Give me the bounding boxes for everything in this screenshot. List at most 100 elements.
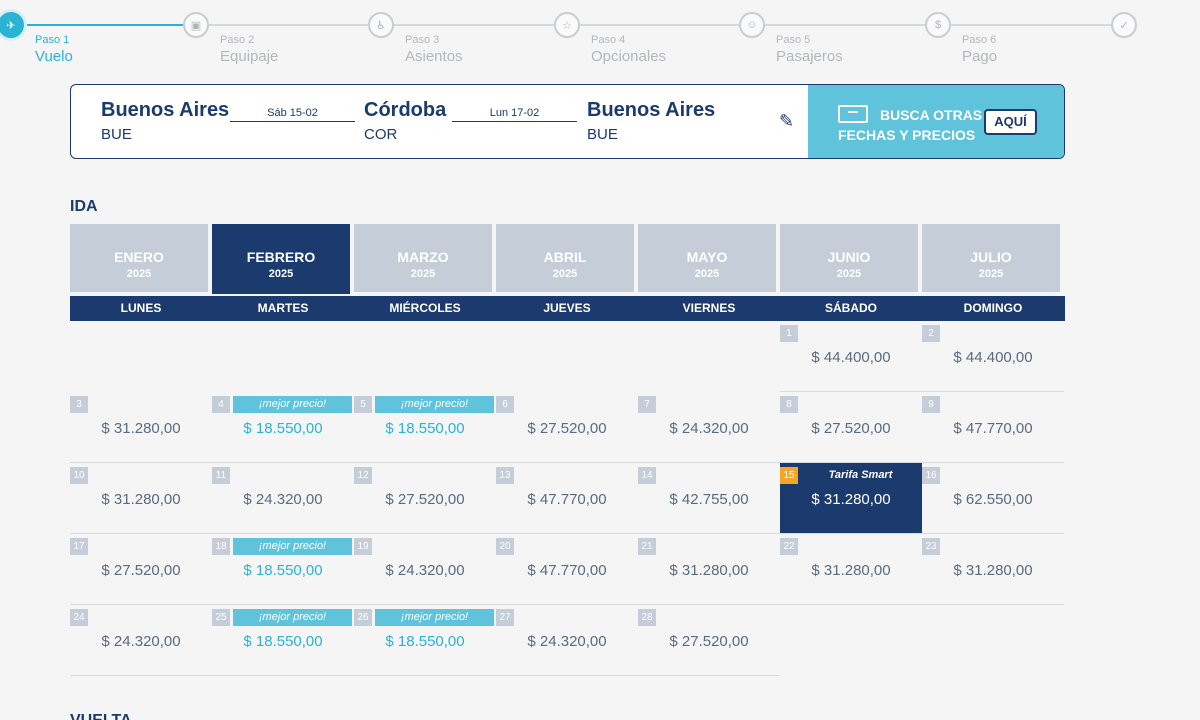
calendar-day-20[interactable]: 20 $ 47.770,00 xyxy=(496,534,638,605)
month-year: 2025 xyxy=(410,268,436,280)
day-price: $ 24.320,00 xyxy=(669,420,749,437)
ida-title: IDA xyxy=(70,198,98,215)
day-number: 10 xyxy=(70,467,88,484)
calendar-day-6[interactable]: 6 $ 27.520,00 xyxy=(496,392,638,463)
month-tab-abril[interactable]: ABRIL 2025 xyxy=(496,224,634,292)
calendar-day-15[interactable]: 15 Tarifa Smart $ 31.280,00 xyxy=(780,463,922,534)
day-number: 3 xyxy=(70,396,88,413)
day-number: 8 xyxy=(780,396,798,413)
day-price: $ 18.550,00 xyxy=(243,420,323,437)
calendar-day-27[interactable]: 27 $ 24.320,00 xyxy=(496,605,638,676)
plane-icon[interactable]: ✈ xyxy=(0,12,24,38)
day-number: 28 xyxy=(638,609,656,626)
calendar-day-17[interactable]: 17 $ 27.520,00 xyxy=(70,534,212,605)
calendar-day-3[interactable]: 3 $ 31.280,00 xyxy=(70,392,212,463)
day-price: $ 18.550,00 xyxy=(243,562,323,579)
day-number: 14 xyxy=(638,467,656,484)
calendar-day-14[interactable]: 14 $ 42.755,00 xyxy=(638,463,780,534)
step-2-label[interactable]: Paso 2 Equipaje xyxy=(220,35,278,65)
step-3-label[interactable]: Paso 3 Asientos xyxy=(405,35,463,65)
month-tab-junio[interactable]: JUNIO 2025 xyxy=(780,224,918,292)
step-connector xyxy=(951,24,1111,26)
step-name: Pasajeros xyxy=(776,48,843,65)
month-tab-marzo[interactable]: MARZO 2025 xyxy=(354,224,492,292)
calendar-day-8[interactable]: 8 $ 27.520,00 xyxy=(780,392,922,463)
calendar-day-2[interactable]: 2 $ 44.400,00 xyxy=(922,321,1064,392)
day-price: $ 31.280,00 xyxy=(811,491,891,508)
calendar-day-28[interactable]: 28 $ 27.520,00 xyxy=(638,605,780,676)
day-number: 25 xyxy=(212,609,230,626)
smart-fare-badge: Tarifa Smart xyxy=(828,469,893,481)
calendar-day-25[interactable]: 25 ¡mejor precio! $ 18.550,00 xyxy=(212,605,354,676)
other-dates-banner[interactable]: BUSCA OTRAS FECHAS Y PRECIOS AQUÍ xyxy=(808,85,1064,158)
step-5-label[interactable]: Paso 5 Pasajeros xyxy=(776,35,843,65)
step-1-label[interactable]: Paso 1 Vuelo xyxy=(35,35,73,65)
day-price: $ 31.280,00 xyxy=(811,562,891,579)
month-tab-febrero[interactable]: FEBRERO 2025 xyxy=(212,224,350,294)
user-icon[interactable]: ☺ xyxy=(739,12,765,38)
aqui-button[interactable]: AQUÍ xyxy=(984,109,1037,135)
calendar-day-21[interactable]: 21 $ 31.280,00 xyxy=(638,534,780,605)
month-year: 2025 xyxy=(268,268,294,280)
ticket-icon xyxy=(838,105,868,123)
calendar-day-19[interactable]: 19 $ 24.320,00 xyxy=(354,534,496,605)
best-price-badge: ¡mejor precio! xyxy=(233,538,352,555)
day-number: 16 xyxy=(922,467,940,484)
day-price: $ 31.280,00 xyxy=(669,562,749,579)
step-6-label[interactable]: Paso 6 Pago xyxy=(962,35,997,65)
day-price: $ 27.520,00 xyxy=(669,633,749,650)
pencil-icon[interactable]: ✎ xyxy=(779,111,795,131)
vuelta-title: VUELTA xyxy=(70,712,132,720)
return-date[interactable]: Lun 17-02 xyxy=(452,107,577,122)
origin-code: BUE xyxy=(101,126,132,143)
weekday-label: SÁBADO xyxy=(824,301,877,315)
day-number: 19 xyxy=(354,538,372,555)
day-number: 17 xyxy=(70,538,88,555)
calendar-day-16[interactable]: 16 $ 62.550,00 xyxy=(922,463,1064,534)
month-tab-enero[interactable]: ENERO 2025 xyxy=(70,224,208,292)
star-icon[interactable]: ☆ xyxy=(554,12,580,38)
month-tab-mayo[interactable]: MAYO 2025 xyxy=(638,224,776,292)
day-price: $ 24.320,00 xyxy=(101,633,181,650)
day-price: $ 24.320,00 xyxy=(385,562,465,579)
destination-name: Córdoba xyxy=(364,99,447,121)
day-number: 21 xyxy=(638,538,656,555)
departure-date[interactable]: Sáb 15-02 xyxy=(230,107,355,122)
calendar-day-10[interactable]: 10 $ 31.280,00 xyxy=(70,463,212,534)
destination-code: COR xyxy=(364,126,398,143)
step-number: Paso 4 xyxy=(591,34,626,46)
step-4-label[interactable]: Paso 4 Opcionales xyxy=(591,34,666,65)
day-number: 2 xyxy=(922,325,940,342)
weekday-label: DOMINGO xyxy=(963,301,1023,315)
day-price: $ 18.550,00 xyxy=(385,420,465,437)
seat-icon[interactable]: ♿ xyxy=(368,12,394,38)
calendar-day-11[interactable]: 11 $ 24.320,00 xyxy=(212,463,354,534)
calendar-day-26[interactable]: 26 ¡mejor precio! $ 18.550,00 xyxy=(354,605,496,676)
calendar-day-24[interactable]: 24 $ 24.320,00 xyxy=(70,605,212,676)
calendar-day-7[interactable]: 7 $ 24.320,00 xyxy=(638,392,780,463)
calendar-day-23[interactable]: 23 $ 31.280,00 xyxy=(922,534,1064,605)
luggage-icon[interactable]: ▣ xyxy=(183,12,209,38)
month-name: MAYO xyxy=(686,249,728,265)
month-tabs: ENERO 2025 FEBRERO 2025 MARZO 2025 ABRIL 2025 MA… xyxy=(70,224,1065,294)
step-connector xyxy=(209,24,368,26)
month-year: 2025 xyxy=(978,268,1004,280)
best-price-badge: ¡mejor precio! xyxy=(375,396,494,413)
check-icon[interactable]: ✓ xyxy=(1111,12,1137,38)
calendar-day-22[interactable]: 22 $ 31.280,00 xyxy=(780,534,922,605)
calendar-day-12[interactable]: 12 $ 27.520,00 xyxy=(354,463,496,534)
month-name: JULIO xyxy=(970,249,1012,265)
day-number: 23 xyxy=(922,538,940,555)
day-price: $ 27.520,00 xyxy=(527,420,607,437)
calendar-day-4[interactable]: 4 ¡mejor precio! $ 18.550,00 xyxy=(212,392,354,463)
dollar-icon[interactable]: $ xyxy=(925,12,951,38)
day-price: $ 24.320,00 xyxy=(527,633,607,650)
calendar-day-13[interactable]: 13 $ 47.770,00 xyxy=(496,463,638,534)
calendar-day-9[interactable]: 9 $ 47.770,00 xyxy=(922,392,1064,463)
day-price: $ 31.280,00 xyxy=(101,420,181,437)
calendar-day-1[interactable]: 1 $ 44.400,00 xyxy=(780,321,922,392)
step-connector xyxy=(765,24,925,26)
calendar-day-18[interactable]: 18 ¡mejor precio! $ 18.550,00 xyxy=(212,534,354,605)
calendar-day-5[interactable]: 5 ¡mejor precio! $ 18.550,00 xyxy=(354,392,496,463)
month-tab-julio[interactable]: JULIO 2025 xyxy=(922,224,1060,292)
